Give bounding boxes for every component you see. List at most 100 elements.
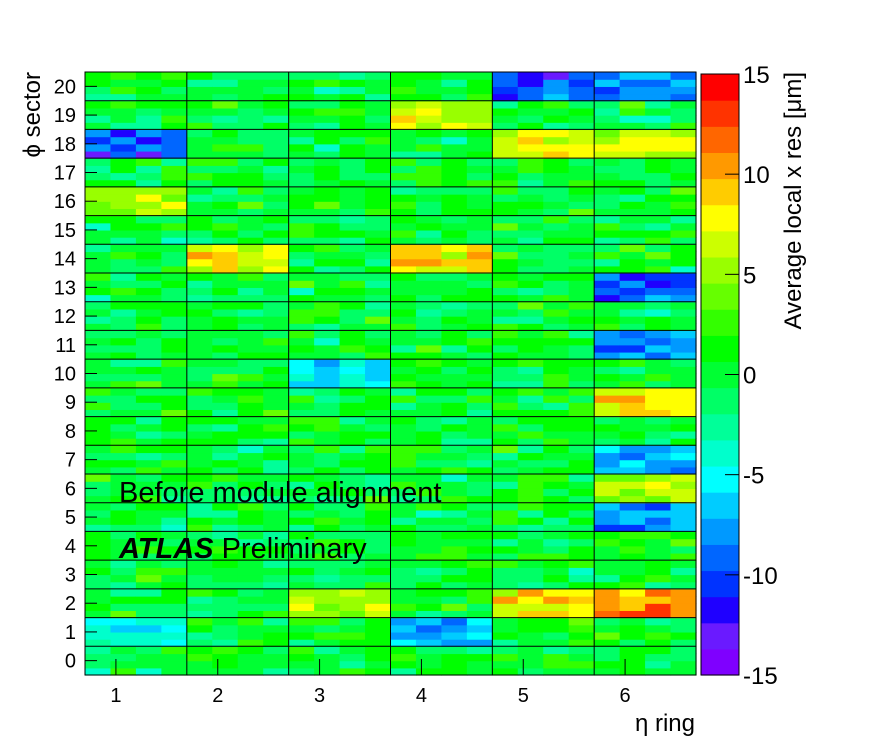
- heatmap-cell: [212, 567, 239, 576]
- heatmap-cell: [390, 531, 417, 540]
- heatmap-cell: [543, 258, 570, 267]
- heatmap-cell: [85, 100, 112, 109]
- heatmap-cell: [441, 495, 468, 504]
- heatmap-cell: [568, 136, 595, 145]
- heatmap-cell: [314, 524, 341, 533]
- heatmap-cell: [314, 416, 341, 425]
- heatmap-cell: [135, 552, 162, 561]
- heatmap-cell: [543, 430, 570, 439]
- heatmap-cell: [517, 466, 544, 475]
- heatmap-cell: [288, 330, 315, 339]
- heatmap-cell: [568, 495, 595, 504]
- heatmap-cell: [161, 136, 188, 145]
- heatmap-cell: [441, 308, 468, 317]
- heatmap-cell: [594, 409, 621, 418]
- heatmap-cell: [263, 280, 290, 288]
- heatmap-cell: [263, 107, 290, 116]
- heatmap-cell: [186, 323, 213, 332]
- heatmap-cell: [186, 366, 213, 375]
- heatmap-cell: [85, 222, 112, 231]
- heatmap-cell: [263, 545, 290, 554]
- heatmap-cell: [492, 129, 519, 138]
- heatmap-cell: [339, 222, 366, 231]
- heatmap-cell: [517, 316, 544, 324]
- heatmap-cell: [237, 380, 264, 389]
- heatmap-cell: [568, 660, 595, 669]
- heatmap-cell: [543, 316, 570, 324]
- heatmap-cell: [441, 158, 468, 166]
- heatmap-cell: [466, 294, 493, 303]
- heatmap-cell: [314, 552, 341, 561]
- heatmap-cell: [594, 438, 621, 446]
- heatmap-cell: [645, 165, 672, 174]
- heatmap-cell: [85, 194, 112, 202]
- heatmap-cell: [441, 229, 468, 238]
- heatmap-cell: [415, 438, 443, 446]
- heatmap-cell: [314, 366, 341, 375]
- heatmap-cell: [645, 323, 672, 332]
- heatmap-cell: [339, 72, 366, 80]
- heatmap-cell: [645, 474, 672, 482]
- heatmap-cell: [619, 158, 646, 166]
- heatmap-cell: [339, 79, 366, 87]
- heatmap-cell: [594, 165, 621, 174]
- heatmap-cells: [85, 72, 697, 676]
- heatmap-cell: [212, 158, 239, 166]
- heatmap-cell: [390, 488, 417, 497]
- heatmap-cell: [135, 265, 162, 274]
- heatmap-cell: [441, 581, 468, 590]
- heatmap-cell: [110, 430, 137, 439]
- heatmap-cell: [110, 115, 137, 123]
- heatmap-cell: [288, 201, 315, 209]
- heatmap-cell: [110, 294, 137, 303]
- heatmap-cell: [517, 445, 544, 454]
- heatmap-cell: [314, 581, 341, 590]
- heatmap-cell: [339, 402, 366, 410]
- heatmap-cell: [415, 351, 443, 360]
- heatmap-cell: [339, 395, 366, 403]
- heatmap-cell: [237, 265, 264, 274]
- heatmap-cell: [212, 373, 239, 382]
- heatmap-cell: [594, 395, 621, 403]
- heatmap-cell: [492, 567, 519, 576]
- heatmap-cell: [645, 488, 672, 497]
- heatmap-cell: [415, 617, 443, 626]
- heatmap-cell: [645, 129, 672, 138]
- heatmap-cell: [441, 517, 468, 525]
- heatmap-cell: [594, 452, 621, 461]
- heatmap-cell: [466, 72, 493, 80]
- heatmap-cell: [212, 301, 239, 310]
- heatmap-cell: [670, 617, 697, 626]
- heatmap-cell: [415, 481, 443, 489]
- heatmap-cell: [670, 308, 697, 317]
- heatmap-cell: [415, 495, 443, 504]
- heatmap-cell: [314, 359, 341, 367]
- heatmap-cell: [645, 574, 672, 583]
- heatmap-cell: [543, 639, 570, 647]
- heatmap-cell: [135, 201, 162, 209]
- heatmap-cell: [85, 380, 112, 389]
- heatmap-cell: [186, 567, 213, 576]
- heatmap-cell: [365, 150, 392, 159]
- heatmap-cell: [390, 179, 417, 188]
- heatmap-cell: [263, 416, 290, 425]
- atlas-label: ATLAS: [118, 533, 214, 565]
- heatmap-cell: [568, 79, 595, 87]
- heatmap-cell: [466, 488, 493, 497]
- heatmap-cell: [212, 488, 239, 497]
- heatmap-cell: [415, 237, 443, 245]
- heatmap-cell: [186, 330, 213, 339]
- heatmap-cell: [517, 567, 544, 576]
- heatmap-cell: [110, 445, 137, 454]
- heatmap-cell: [390, 524, 417, 533]
- heatmap-cell: [110, 165, 137, 174]
- heatmap-cell: [135, 610, 162, 619]
- heatmap-cell: [390, 445, 417, 454]
- heatmap-cell: [237, 115, 264, 123]
- heatmap-cell: [161, 244, 188, 253]
- heatmap-cell: [212, 186, 239, 195]
- heatmap-cell: [492, 280, 519, 288]
- heatmap-cell: [212, 330, 239, 339]
- heatmap-cell: [110, 481, 137, 489]
- heatmap-cell: [212, 222, 239, 231]
